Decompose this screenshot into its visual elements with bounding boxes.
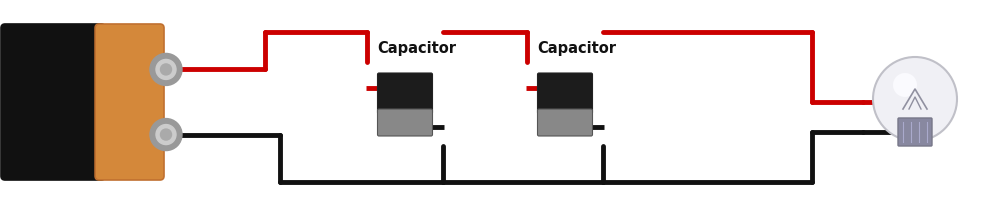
Circle shape <box>156 125 176 145</box>
Text: Capacitor: Capacitor <box>378 41 457 56</box>
FancyBboxPatch shape <box>378 73 433 114</box>
FancyBboxPatch shape <box>538 73 593 114</box>
FancyBboxPatch shape <box>898 118 932 146</box>
FancyBboxPatch shape <box>1 24 105 180</box>
FancyBboxPatch shape <box>378 109 433 136</box>
Circle shape <box>156 59 176 79</box>
FancyBboxPatch shape <box>95 24 164 180</box>
Circle shape <box>150 119 182 151</box>
Circle shape <box>161 64 172 75</box>
Circle shape <box>873 57 957 141</box>
Circle shape <box>150 53 182 85</box>
Circle shape <box>161 129 172 140</box>
FancyBboxPatch shape <box>538 109 593 136</box>
Circle shape <box>893 73 917 97</box>
Text: Capacitor: Capacitor <box>538 41 616 56</box>
